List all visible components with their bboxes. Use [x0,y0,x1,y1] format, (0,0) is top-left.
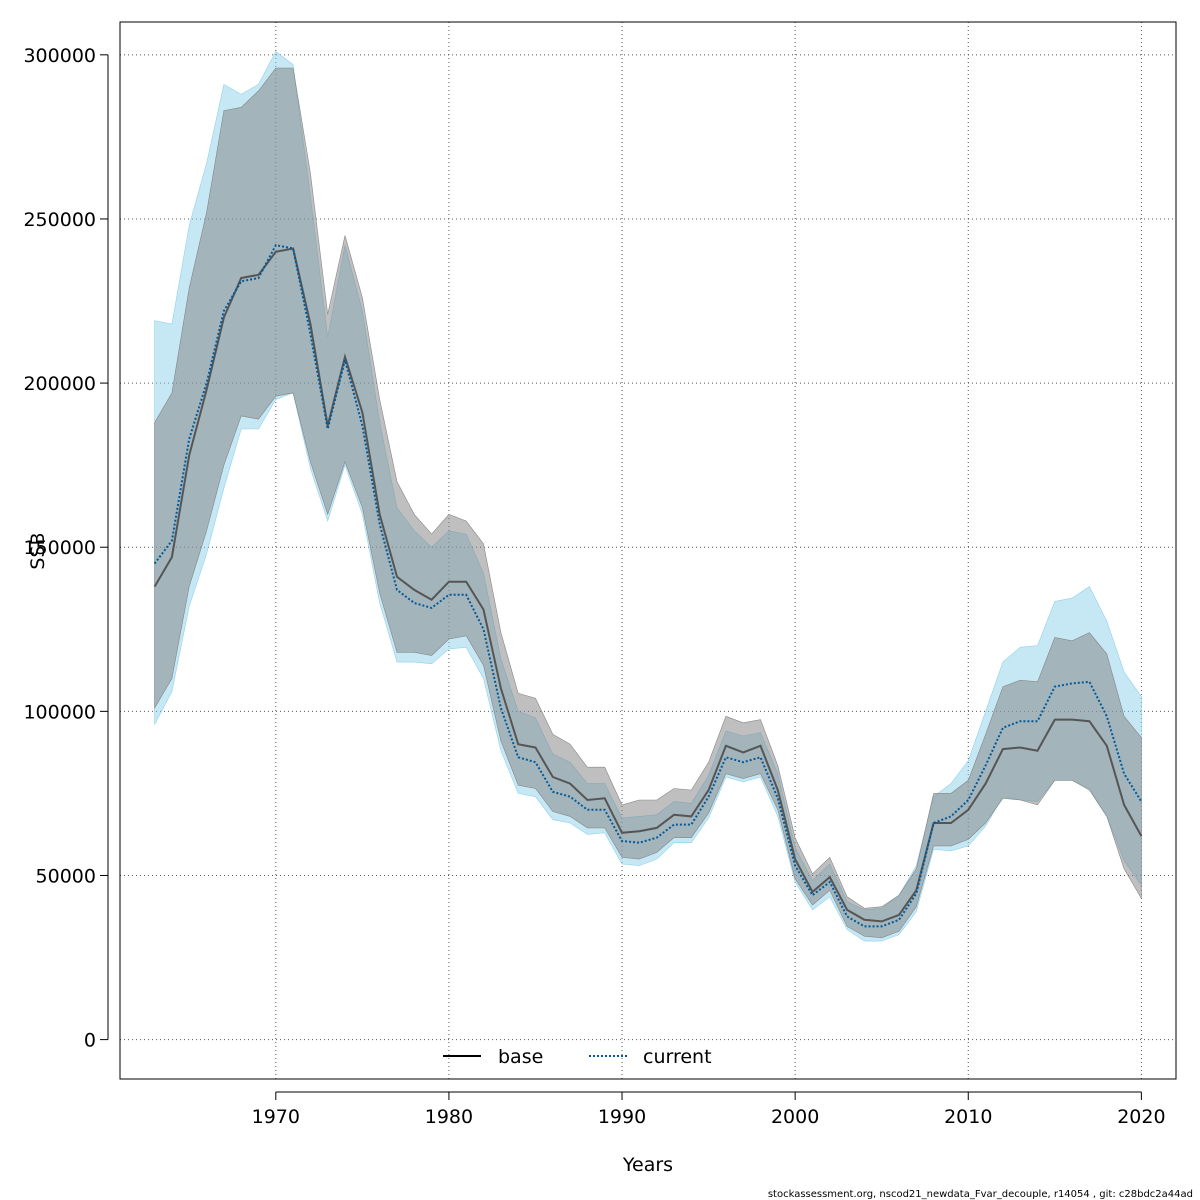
y-axis: 0 50000 100000 150000 200000 250000 300000 [23,45,109,1052]
band-base [154,67,1142,939]
plot-frame [119,21,1177,1080]
y-tick-label-150000: 150000 [23,537,96,559]
legend: base current [443,1046,712,1068]
y-tick-label-100000: 100000 [23,701,96,723]
legend-base-label: base [498,1046,543,1068]
x-tick-label-1970: 1970 [252,1106,300,1128]
y-tick-label-300000: 300000 [23,45,96,67]
line-current [153,244,1143,928]
footer-note: stockassessment.org, nscod21_newdata_Fva… [768,1189,1193,1200]
x-tick-label-2020: 2020 [1117,1106,1165,1128]
series-lines [153,244,1143,928]
confidence-bands [154,51,1142,942]
line-base [153,247,1143,923]
legend-current-label: current [643,1046,712,1068]
y-tick-label-50000: 50000 [36,865,96,887]
x-tick-label-1990: 1990 [598,1106,646,1128]
y-axis-title: SSB [27,532,49,569]
y-tick-label-0: 0 [84,1030,96,1052]
x-tick-label-2010: 2010 [944,1106,992,1128]
y-tick-label-250000: 250000 [23,209,96,231]
x-tick-label-2000: 2000 [771,1106,819,1128]
y-tick-label-200000: 200000 [23,373,96,395]
x-tick-label-1980: 1980 [425,1106,473,1128]
x-axis-title: Years [622,1154,673,1176]
x-axis: 1970 1980 1990 2000 2010 2020 [252,1091,1166,1128]
